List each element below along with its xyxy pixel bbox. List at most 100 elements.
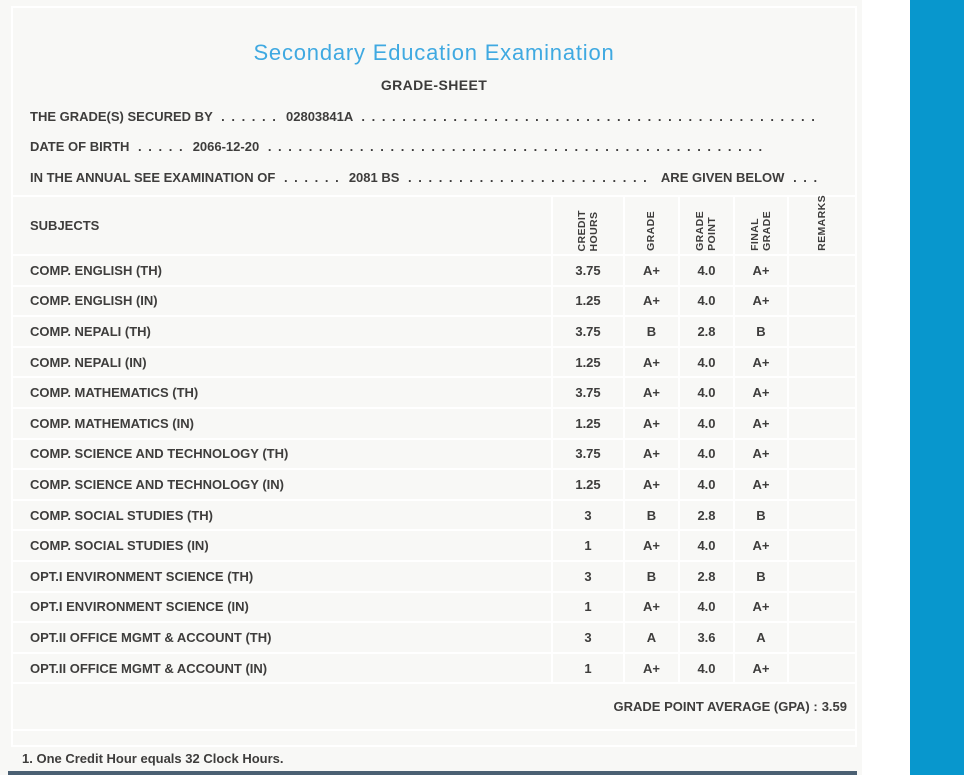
dotted-fill: . . . . . . . . . . . . . . . . . . . . … — [408, 170, 649, 185]
rotated-header-label: FINAL GRADE — [748, 211, 773, 251]
remarks-cell — [789, 592, 855, 622]
dotted-fill: . . . . . . — [221, 109, 278, 124]
column-header-subjects: SUBJECTS — [13, 197, 551, 254]
footnote-credit-hour-note: 1. One Credit Hour equals 32 Clock Hours… — [22, 751, 284, 766]
subject-cell: COMP. SCIENCE AND TECHNOLOGY (IN) — [13, 470, 551, 499]
grade-cell: A+ — [625, 439, 678, 469]
credit-hours-cell: 1.25 — [553, 286, 623, 316]
remarks-cell — [789, 623, 855, 652]
grade-point-cell: 4.0 — [680, 347, 733, 377]
final-grade-cell: A+ — [735, 408, 787, 438]
gpa-value: 3.59 — [821, 699, 847, 715]
remarks-cell — [789, 439, 855, 469]
grade-point-cell: 4.0 — [680, 653, 733, 683]
remarks-cell — [789, 286, 855, 316]
rotated-header-label: GRADE POINT — [694, 211, 719, 251]
column-header-grade-point: GRADE POINT — [680, 197, 733, 254]
final-grade-cell: A+ — [735, 347, 787, 377]
student-id-value: 02803841A — [286, 109, 353, 124]
final-grade-cell: A+ — [735, 531, 787, 560]
info-label: DATE OF BIRTH — [30, 139, 130, 154]
grade-point-cell: 4.0 — [680, 378, 733, 407]
credit-hours-cell: 3 — [553, 561, 623, 591]
subject-cell: COMP. ENGLISH (IN) — [13, 286, 551, 316]
grade-point-cell: 4.0 — [680, 408, 733, 438]
gpa-label: GRADE POINT AVERAGE (GPA) : — [613, 699, 818, 715]
grade-point-cell: 4.0 — [680, 470, 733, 499]
grade-cell: A+ — [625, 378, 678, 407]
final-grade-cell: A+ — [735, 592, 787, 622]
bottom-divider-bar — [8, 771, 857, 775]
grade-cell: A+ — [625, 347, 678, 377]
grade-cell: A — [625, 623, 678, 652]
column-header-grade: GRADE — [625, 197, 678, 254]
info-label: THE GRADE(S) SECURED BY — [30, 109, 213, 124]
credit-hours-cell: 1 — [553, 531, 623, 560]
grade-cell: B — [625, 500, 678, 530]
column-header-credit-hours: CREDIT HOURS — [553, 197, 623, 254]
info-line-grades-secured-by: THE GRADE(S) SECURED BY . . . . . . 0280… — [30, 109, 842, 125]
final-grade-cell: A+ — [735, 470, 787, 499]
remarks-cell — [789, 531, 855, 560]
subject-cell: OPT.II OFFICE MGMT & ACCOUNT (IN) — [13, 653, 551, 683]
grade-point-cell: 4.0 — [680, 256, 733, 285]
subject-cell: COMP. SCIENCE AND TECHNOLOGY (TH) — [13, 439, 551, 469]
grade-cell: A+ — [625, 531, 678, 560]
grade-point-cell: 2.8 — [680, 317, 733, 346]
subject-cell: COMP. MATHEMATICS (IN) — [13, 408, 551, 438]
final-grade-cell: A+ — [735, 256, 787, 285]
final-grade-cell: A — [735, 623, 787, 652]
subject-cell: COMP. SOCIAL STUDIES (IN) — [13, 531, 551, 560]
remarks-cell — [789, 378, 855, 407]
right-accent-bar — [910, 0, 964, 775]
final-grade-cell: A+ — [735, 378, 787, 407]
final-grade-cell: A+ — [735, 653, 787, 683]
credit-hours-cell: 3.75 — [553, 256, 623, 285]
credit-hours-cell: 1.25 — [553, 347, 623, 377]
grade-cell: B — [625, 561, 678, 591]
subject-cell: OPT.II OFFICE MGMT & ACCOUNT (TH) — [13, 623, 551, 652]
dotted-fill: . . . . . . — [283, 170, 341, 185]
grade-point-cell: 4.0 — [680, 286, 733, 316]
remarks-cell — [789, 500, 855, 530]
column-header-final-grade: FINAL GRADE — [735, 197, 787, 254]
credit-hours-cell: 1.25 — [553, 408, 623, 438]
final-grade-cell: A+ — [735, 286, 787, 316]
final-grade-cell: B — [735, 500, 787, 530]
grade-cell: A+ — [625, 256, 678, 285]
subject-cell: COMP. NEPALI (TH) — [13, 317, 551, 346]
info-label: IN THE ANNUAL SEE EXAMINATION OF — [30, 170, 276, 185]
credit-hours-cell: 1 — [553, 592, 623, 622]
column-header-remarks: REMARKS — [789, 195, 855, 254]
credit-hours-cell: 3 — [553, 500, 623, 530]
credit-hours-cell: 1 — [553, 653, 623, 683]
subject-cell: COMP. MATHEMATICS (TH) — [13, 378, 551, 407]
grade-cell: A+ — [625, 592, 678, 622]
grade-cell: A+ — [625, 408, 678, 438]
remarks-cell — [789, 653, 855, 683]
grade-cell: A+ — [625, 653, 678, 683]
remarks-cell — [789, 408, 855, 438]
grades-table: SUBJECTS CREDIT HOURS GRADE GRADE POINT … — [13, 195, 855, 732]
rotated-header-label: GRADE — [645, 211, 658, 251]
grade-point-cell: 4.0 — [680, 592, 733, 622]
grade-point-cell: 2.8 — [680, 500, 733, 530]
credit-hours-cell: 1.25 — [553, 470, 623, 499]
grade-cell: A+ — [625, 470, 678, 499]
remarks-cell — [789, 470, 855, 499]
subject-cell: COMP. SOCIAL STUDIES (TH) — [13, 500, 551, 530]
final-grade-cell: B — [735, 317, 787, 346]
grade-sheet-heading: GRADE-SHEET — [380, 77, 488, 93]
subject-cell: COMP. ENGLISH (TH) — [13, 256, 551, 285]
remarks-cell — [789, 561, 855, 591]
info-suffix: ARE GIVEN BELOW — [660, 170, 785, 185]
credit-hours-cell: 3.75 — [553, 439, 623, 469]
gpa-summary-row: GRADE POINT AVERAGE (GPA) : 3.59 — [13, 684, 855, 730]
subject-cell: COMP. NEPALI (IN) — [13, 347, 551, 377]
credit-hours-cell: 3.75 — [553, 317, 623, 346]
final-grade-cell: A+ — [735, 439, 787, 469]
grade-cell: B — [625, 317, 678, 346]
grade-point-cell: 4.0 — [680, 531, 733, 560]
credit-hours-cell: 3.75 — [553, 378, 623, 407]
